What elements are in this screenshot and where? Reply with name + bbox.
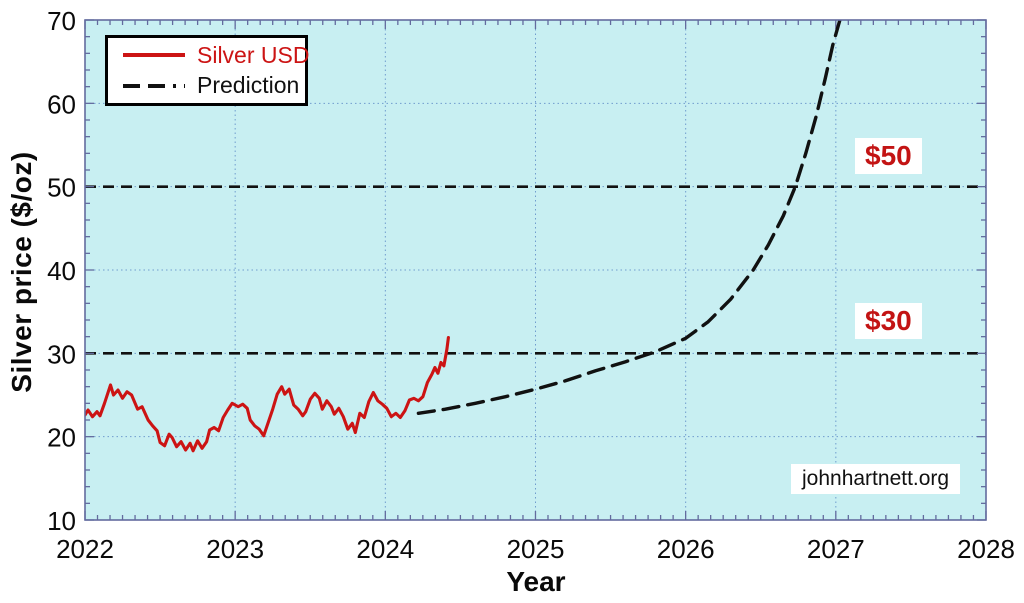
x-tick-label-2025: 2025 xyxy=(507,534,565,564)
silver-line-swatch xyxy=(123,53,185,58)
y-tick-label-60: 60 xyxy=(47,89,76,119)
y-tick-label-70: 70 xyxy=(47,6,76,36)
y-tick-label-50: 50 xyxy=(47,173,76,203)
series-prediction xyxy=(416,20,842,415)
price-target-50-label: $50 xyxy=(855,138,922,175)
price-target-30-label: $30 xyxy=(855,303,922,340)
plot-frame xyxy=(84,19,987,521)
legend-entry-prediction: Prediction xyxy=(122,72,305,99)
y-tick-label-30: 30 xyxy=(47,339,76,369)
x-tick-label-2023: 2023 xyxy=(206,534,264,564)
y-tick-label-40: 40 xyxy=(47,256,76,286)
x-tick-label-2027: 2027 xyxy=(807,534,865,564)
watermark: johnhartnett.org xyxy=(791,464,961,494)
series-silver-usd xyxy=(85,335,450,453)
x-tick-label-2028: 2028 xyxy=(957,534,1015,564)
x-tick-label-2024: 2024 xyxy=(356,534,414,564)
prediction-line-swatch xyxy=(123,83,185,88)
y-tick-label-10: 10 xyxy=(47,506,76,536)
legend: Silver USD Prediction xyxy=(105,35,309,106)
legend-label-prediction: Prediction xyxy=(197,72,300,99)
x-axis-title: Year xyxy=(506,566,566,597)
y-tick-label-20: 20 xyxy=(47,423,76,453)
x-tick-label-2026: 2026 xyxy=(657,534,715,564)
y-axis-title: Silver price ($/oz) xyxy=(6,151,37,393)
legend-label-silver: Silver USD xyxy=(197,41,310,68)
legend-entry-silver: Silver USD xyxy=(122,42,309,69)
x-tick-label-2022: 2022 xyxy=(56,534,114,564)
